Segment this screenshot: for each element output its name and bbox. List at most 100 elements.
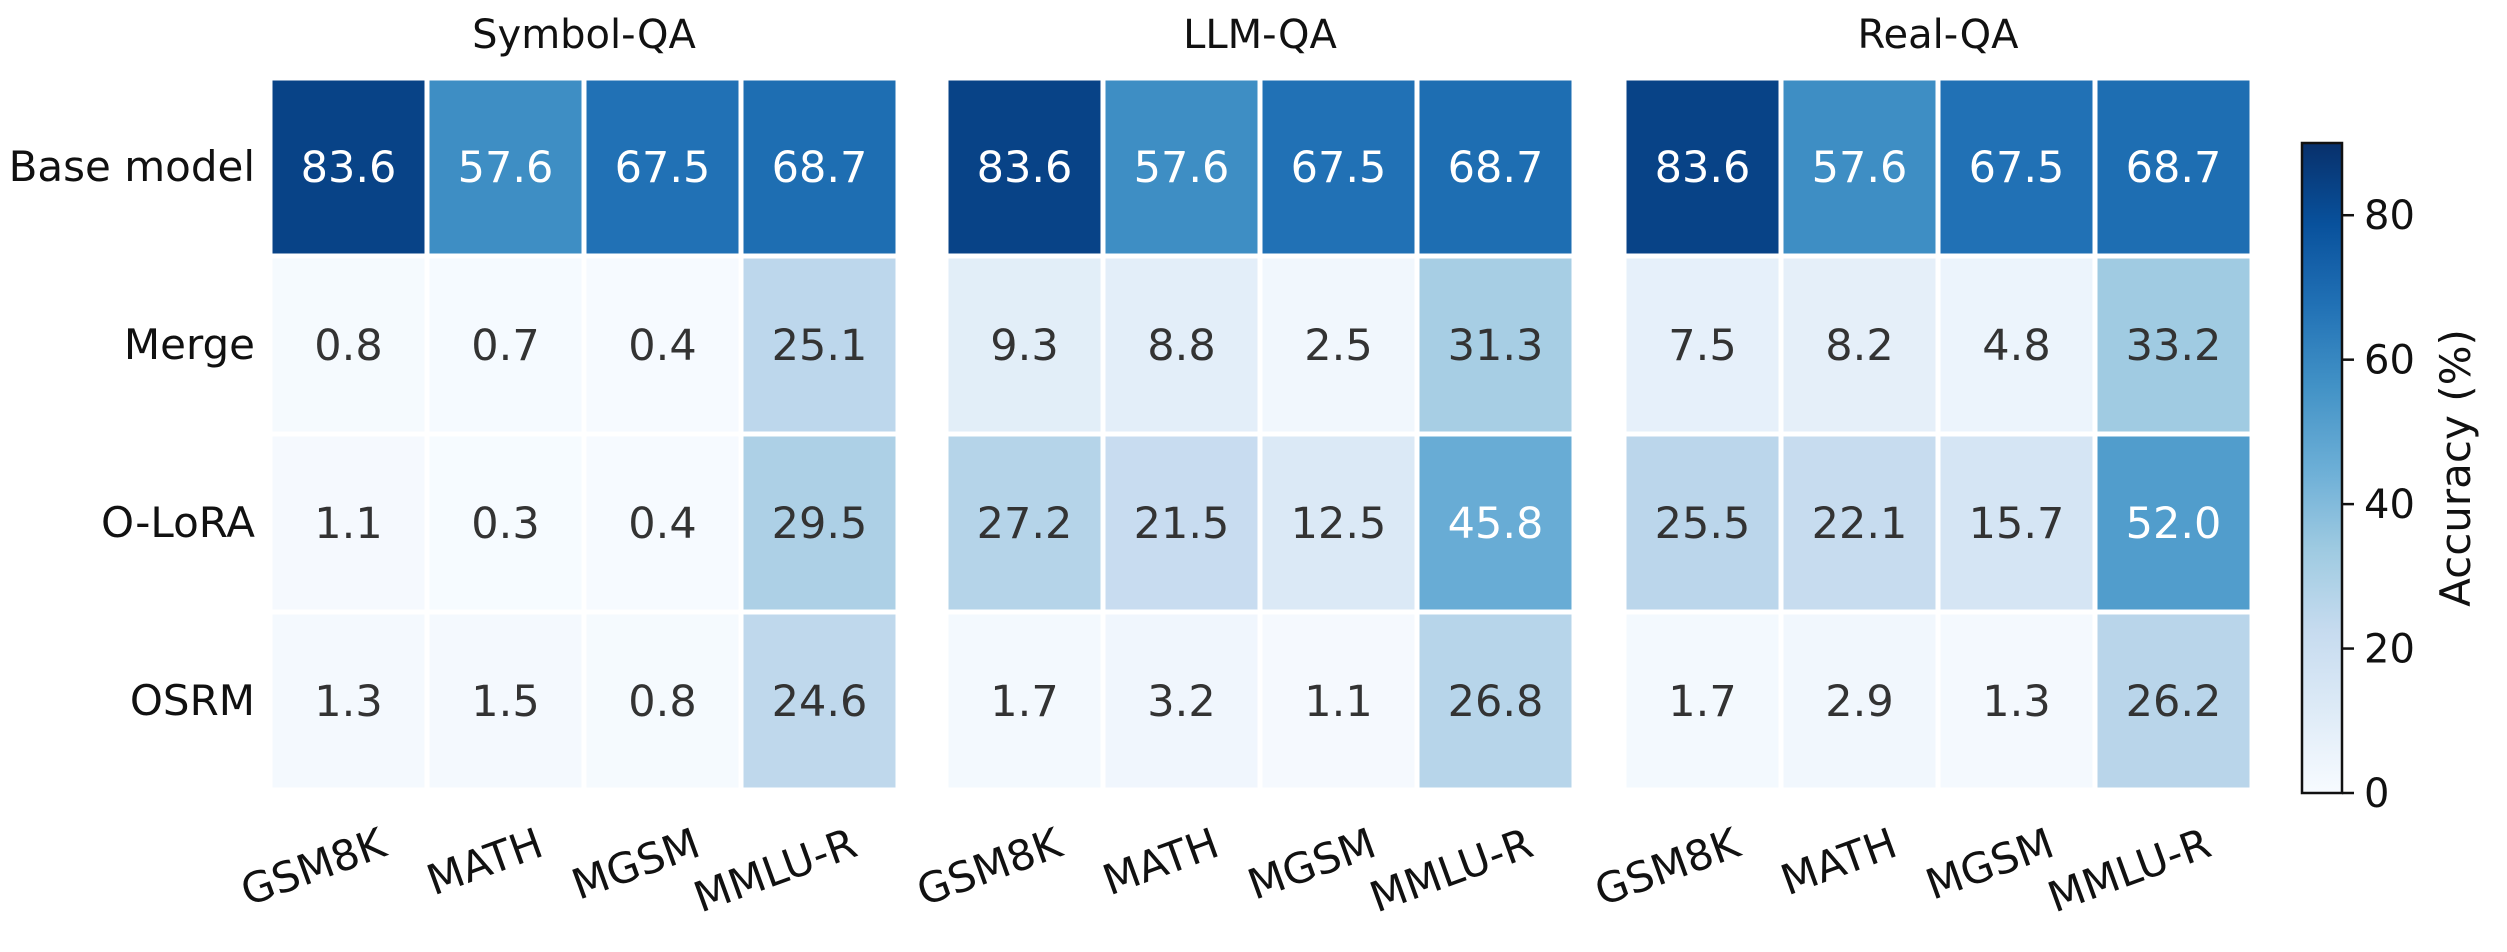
cell-value-label: 68.7 — [772, 143, 868, 193]
cell-value-label: 25.5 — [1655, 499, 1751, 549]
cell-value-label: 57.6 — [1812, 143, 1908, 193]
colorbar — [2300, 141, 2344, 795]
cell-value-label: 27.2 — [977, 499, 1073, 549]
cell-value-label: 67.5 — [1291, 143, 1387, 193]
panel-title: LLM-QA — [1183, 12, 1337, 58]
cell-value-label: 52.0 — [2126, 499, 2222, 549]
heatmap-cell — [2092, 431, 2255, 615]
cell-value-label: 8.8 — [1147, 321, 1215, 371]
cell-value-label: 83.6 — [301, 143, 397, 193]
row-label: Base model — [9, 142, 255, 191]
column-label: MATH — [1774, 818, 1903, 905]
cell-value-label: 7.5 — [1668, 321, 1736, 371]
cell-value-label: 0.8 — [628, 677, 696, 727]
column-label: MGSM — [1241, 818, 1382, 909]
cell-value-label: 26.8 — [1448, 677, 1544, 727]
colorbar-tick-label: 0 — [2364, 771, 2389, 817]
row-label: Merge — [124, 320, 255, 369]
heatmap-cell — [1257, 609, 1420, 793]
cell-value-label: 1.5 — [471, 677, 539, 727]
cell-value-label: 1.1 — [314, 499, 382, 549]
panel-symbol-qa: Symbol-QA 83.6 57.6 67.5 68.7 0.8 0.7 0.4 25.1 1.… — [9, 12, 901, 922]
cell-value-label: 22.1 — [1812, 499, 1908, 549]
heatmap-cell — [1414, 75, 1577, 259]
heatmap-cell — [738, 75, 901, 259]
cell-value-label: 0.3 — [471, 499, 539, 549]
colorbar-label: Accuracy (%) — [2431, 329, 2480, 607]
cell-value-label: 9.3 — [990, 321, 1058, 371]
heatmap-cell — [2092, 75, 2255, 259]
cell-value-label: 1.3 — [314, 677, 382, 727]
heatmap-cell — [1100, 253, 1263, 437]
column-label: MGSM — [565, 818, 706, 909]
cell-value-label: 31.3 — [1448, 321, 1544, 371]
cell-value-label: 1.7 — [990, 677, 1058, 727]
column-label: MMLU-R — [1363, 818, 1538, 922]
cell-value-label: 57.6 — [458, 143, 554, 193]
cell-value-label: 15.7 — [1969, 499, 2065, 549]
column-label: MMLU-R — [687, 818, 862, 922]
heatmap-cell — [738, 253, 901, 437]
cell-value-label: 8.2 — [1825, 321, 1893, 371]
cell-value-label: 67.5 — [1969, 143, 2065, 193]
colorbar-tick-label: 60 — [2364, 338, 2415, 384]
cell-value-label: 3.2 — [1147, 677, 1215, 727]
heatmap-cell — [943, 253, 1106, 437]
cell-value-label: 12.5 — [1291, 499, 1387, 549]
heatmap-cell — [943, 609, 1106, 793]
heatmap-cell — [1778, 431, 1941, 615]
cell-value-label: 29.5 — [772, 499, 868, 549]
cell-value-label: 1.7 — [1668, 677, 1736, 727]
panel-real-qa: Real-QA 83.6 57.6 67.5 68.7 7.5 8.2 4.8 33.2 25.5… — [1588, 12, 2255, 922]
row-label: OSRM — [130, 676, 255, 725]
column-label: MMLU-R — [2041, 818, 2216, 922]
heatmap-cell — [1621, 253, 1784, 437]
cell-value-label: 0.4 — [628, 499, 696, 549]
cell-value-label: 2.5 — [1304, 321, 1372, 371]
cell-value-label: 0.7 — [471, 321, 539, 371]
cell-value-label: 83.6 — [1655, 143, 1751, 193]
heatmap-cell — [424, 75, 587, 259]
heatmap-cell — [267, 75, 430, 259]
heatmap-cell — [1257, 253, 1420, 437]
heatmap-cell — [1257, 75, 1420, 259]
column-label: GSM8K — [1588, 818, 1747, 916]
cell-value-label: 4.8 — [1982, 321, 2050, 371]
cell-value-label: 68.7 — [1448, 143, 1544, 193]
cell-value-label: 57.6 — [1134, 143, 1230, 193]
heatmap-cell — [1414, 609, 1577, 793]
panel-llm-qa: LLM-QA 83.6 57.6 67.5 68.7 9.3 8.8 2.5 31.3 27.2 2… — [910, 12, 1577, 922]
heatmap-cell — [1935, 609, 2098, 793]
heatmap-cell — [943, 75, 1106, 259]
cell-value-label: 21.5 — [1134, 499, 1230, 549]
heatmap-cell — [1778, 609, 1941, 793]
cell-value-label: 33.2 — [2126, 321, 2222, 371]
heatmap-cell — [738, 431, 901, 615]
colorbar-tick-label: 20 — [2364, 627, 2415, 673]
colorbar-tick-label: 80 — [2364, 193, 2415, 239]
cell-value-label: 83.6 — [977, 143, 1073, 193]
cell-value-label: 0.8 — [314, 321, 382, 371]
panel-title: Symbol-QA — [472, 12, 696, 58]
cell-value-label: 2.9 — [1825, 677, 1893, 727]
column-label: GSM8K — [234, 818, 393, 916]
cell-value-label: 25.1 — [772, 321, 868, 371]
heatmap-cell — [738, 609, 901, 793]
heatmap-cell — [424, 253, 587, 437]
heatmap-cell — [2092, 609, 2255, 793]
heatmap-cell — [424, 609, 587, 793]
cell-value-label: 67.5 — [615, 143, 711, 193]
row-label: O-LoRA — [101, 498, 255, 547]
heatmap-cell — [1414, 253, 1577, 437]
cell-value-label: 0.4 — [628, 321, 696, 371]
column-label: MATH — [420, 818, 549, 905]
heatmap-cell — [1257, 431, 1420, 615]
heatmap-cell — [1621, 609, 1784, 793]
cell-value-label: 24.6 — [772, 677, 868, 727]
panel-title: Real-QA — [1858, 12, 2020, 58]
column-label: MGSM — [1919, 818, 2060, 909]
cell-value-label: 68.7 — [2126, 143, 2222, 193]
cell-value-label: 45.8 — [1448, 499, 1544, 549]
